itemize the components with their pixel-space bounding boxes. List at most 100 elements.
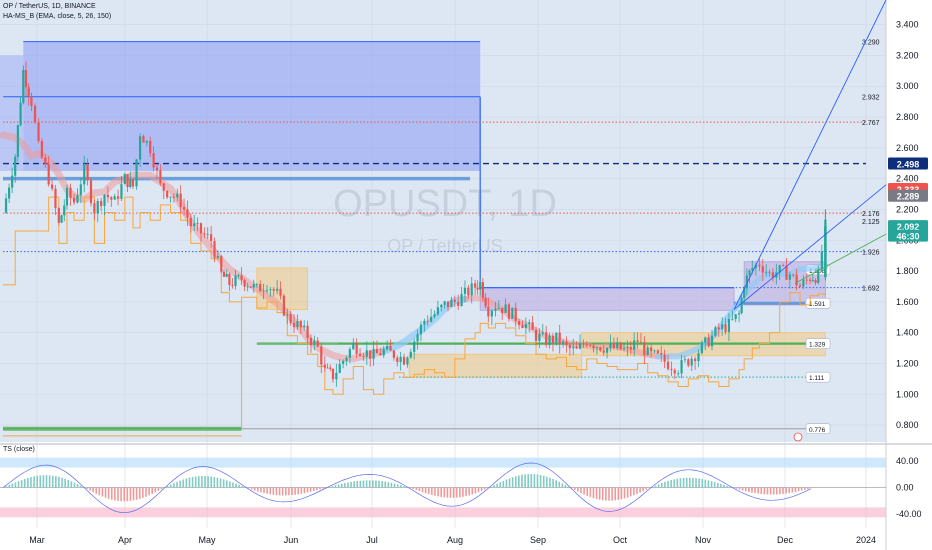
osc-bar [716, 482, 719, 488]
osc-bar [673, 479, 676, 488]
y-tick-label: 3.200 [896, 50, 919, 60]
candle-up [751, 267, 754, 271]
osc-bar [729, 486, 731, 488]
price-badge [888, 220, 928, 233]
osc-bar [664, 481, 666, 488]
osc-bar [337, 484, 340, 488]
candle-down [599, 347, 602, 351]
osc-bar [378, 480, 380, 488]
candle-down [792, 274, 795, 276]
osc-bar [629, 487, 632, 497]
osc-bar [216, 477, 219, 488]
candle-down [44, 157, 47, 165]
candle-down [182, 207, 186, 210]
osc-bar [331, 486, 334, 488]
candle-down [758, 264, 761, 267]
osc-bar [399, 485, 402, 488]
osc-bar [800, 487, 803, 491]
osc-bar [257, 487, 259, 492]
candle-down [309, 338, 313, 346]
osc-bar [309, 487, 312, 492]
osc-bar [197, 476, 200, 488]
osc-bar [229, 481, 231, 488]
osc-bar [633, 487, 635, 496]
osc-bar [754, 487, 756, 494]
candle-up [265, 289, 269, 291]
candle-up [433, 314, 436, 317]
osc-bar [788, 487, 791, 494]
osc-bar [232, 482, 234, 488]
event-marker-icon[interactable] [793, 432, 803, 442]
osc-bar [86, 487, 88, 490]
osc-bar [188, 477, 191, 488]
candle-up [83, 164, 86, 185]
candle-up [255, 283, 258, 285]
osc-bar [132, 487, 135, 501]
osc-bar [135, 487, 138, 500]
candle-down [481, 282, 484, 298]
candle-down [785, 265, 788, 280]
candle-up [129, 179, 132, 188]
candle-up [737, 313, 741, 315]
level-label-2.125: 2.125 [862, 219, 880, 226]
osc-bar [359, 480, 362, 488]
osc-bar [191, 476, 194, 488]
candle-down [531, 322, 534, 330]
candle-up [225, 273, 228, 277]
x-tick-label: Jul [366, 535, 378, 545]
candle-down [575, 346, 578, 349]
osc-bar [306, 487, 309, 493]
trend-line-mid [733, 184, 887, 310]
candle-down [379, 353, 382, 356]
osc-bar [735, 487, 738, 489]
osc-bar [362, 480, 365, 488]
osc-bar [365, 480, 368, 488]
osc-bar [201, 475, 203, 488]
candle-up [430, 316, 433, 322]
osc-bar [549, 477, 551, 488]
osc-bar [679, 478, 682, 488]
x-tick-label: Mar [29, 535, 45, 545]
osc-bar [434, 487, 436, 496]
candle-up [504, 304, 507, 314]
osc-bar [490, 486, 492, 488]
osc-bar [539, 475, 542, 488]
candle-down [707, 337, 710, 347]
osc-bar [518, 475, 520, 488]
osc-bar [281, 487, 284, 496]
candle-up [63, 205, 66, 216]
x-tick-label: Apr [118, 535, 132, 545]
osc-bar [455, 487, 458, 498]
osc-bar [297, 487, 300, 495]
osc-bar [142, 487, 144, 498]
candle-up [123, 174, 126, 185]
osc-bar [225, 480, 228, 488]
osc-bar [95, 487, 98, 494]
candle-down [375, 348, 379, 354]
candle-down [521, 325, 524, 329]
osc-bar [278, 487, 281, 496]
candle-up [528, 322, 531, 325]
candle-up [352, 342, 355, 350]
candle-up [22, 70, 25, 103]
candle-down [805, 279, 808, 281]
candle-down [243, 279, 246, 287]
osc-bar [344, 483, 346, 488]
osc-bar [726, 485, 728, 488]
osc-upper-band [0, 457, 886, 468]
candle-up [14, 156, 17, 176]
candle-down [93, 203, 96, 214]
candle-up [734, 314, 737, 319]
y-tick-label: 1.200 [896, 358, 919, 368]
osc-bar [608, 487, 610, 501]
candle-down [89, 180, 93, 204]
osc-bar [347, 482, 349, 488]
osc-bar [39, 475, 42, 488]
level-tag-bg [805, 338, 831, 349]
osc-bar [533, 474, 536, 488]
candle-up [206, 234, 209, 236]
osc-bar [412, 487, 415, 490]
candle-down [152, 153, 155, 168]
x-tick-label: Sep [530, 535, 546, 545]
